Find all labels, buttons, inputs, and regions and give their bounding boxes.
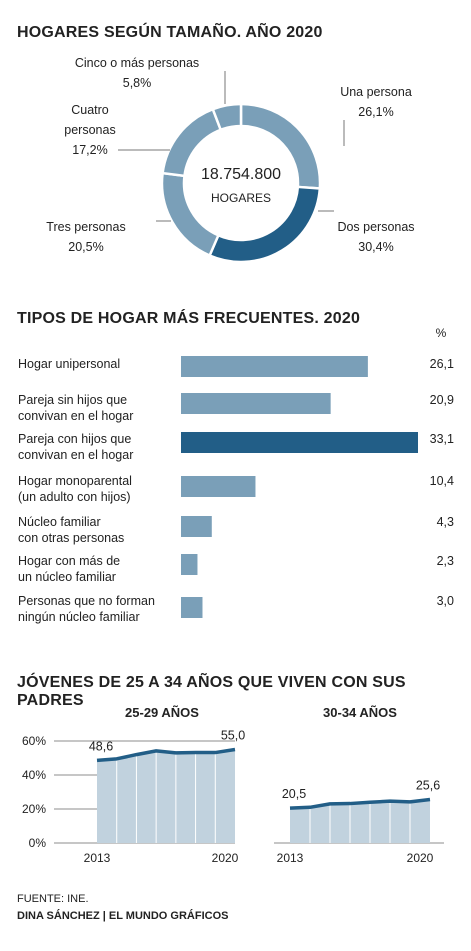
bar-value-3: 33,1	[430, 432, 454, 446]
bar-unit-label: %	[436, 326, 447, 340]
y-tick-2: 20%	[22, 802, 46, 816]
donut-label-4: Cuatro personas 17,2%	[64, 103, 115, 157]
donut-label-2: Dos personas 30,4%	[337, 220, 414, 254]
bar-value-5: 4,3	[437, 515, 454, 529]
area2-area	[290, 799, 430, 843]
bar-5	[181, 516, 212, 537]
bar-category-6: Hogar con más de un núcleo familiar	[18, 554, 120, 584]
bar-category-3: Pareja con hijos que convivan en el hogar	[18, 432, 133, 462]
bar-value-7: 3,0	[437, 594, 454, 608]
donut-title: HOGARES SEGÚN TAMAÑO. AÑO 2020	[17, 24, 323, 41]
donut-slice-3	[160, 171, 221, 258]
bar-category-5: Núcleo familiar con otras personas	[18, 515, 124, 545]
bar-4	[181, 476, 256, 497]
bar-3	[181, 432, 418, 453]
donut-label-1: Una persona 26,1%	[340, 85, 412, 119]
area-chart-30-34: 30-34 AÑOS 20,5 25,6 2013 2020	[274, 705, 444, 865]
area2-line	[289, 797, 431, 810]
y-tick-1: 0%	[29, 836, 47, 850]
area2-start-label: 20,5	[282, 787, 306, 801]
area1-x-start: 2013	[84, 851, 111, 865]
area1-start-label: 48,6	[89, 739, 113, 753]
bar-1	[181, 356, 368, 377]
bar-6	[181, 554, 198, 575]
credit-line: DINA SÁNCHEZ | EL MUNDO GRÁFICOS	[17, 910, 229, 922]
area2-title: 30-34 AÑOS	[323, 705, 397, 720]
bar-category-4: Hogar monoparental (un adulto con hijos)	[18, 474, 132, 504]
area1-title: 25-29 AÑOS	[125, 705, 199, 720]
area2-x-end: 2020	[407, 851, 434, 865]
bar-title: TIPOS DE HOGAR MÁS FRECUENTES. 2020	[17, 310, 361, 327]
bar-value-4: 10,4	[430, 474, 454, 488]
bar-chart: % Hogar unipersonal 26,1 Pareja sin hijos q…	[18, 326, 454, 624]
bar-value-6: 2,3	[437, 554, 454, 568]
bar-value-2: 20,9	[430, 393, 454, 407]
area1-area	[97, 749, 235, 843]
area-chart-25-29: 25-29 AÑOS 0% 20% 40% 60% 48,6 55,0 2013 2020	[22, 705, 245, 865]
area1-line	[96, 747, 236, 763]
donut-total: 18.754.800	[201, 166, 281, 183]
bar-category-2: Pareja sin hijos que convivan en el hogar	[18, 393, 133, 423]
bar-7	[181, 597, 203, 618]
donut-slice-5	[211, 102, 243, 132]
area1-end-label: 55,0	[221, 729, 245, 743]
y-tick-4: 60%	[22, 734, 46, 748]
trend-title: JÓVENES DE 25 A 34 AÑOS QUE VIVEN CON SU…	[17, 674, 406, 709]
bar-category-1: Hogar unipersonal	[18, 357, 120, 371]
area2-end-label: 25,6	[416, 778, 440, 792]
donut-label-5: Cinco o más personas 5,8%	[75, 56, 199, 90]
area2-x-start: 2013	[277, 851, 304, 865]
bar-2	[181, 393, 331, 414]
bar-category-7: Personas que no forman ningún núcleo fami…	[18, 594, 155, 624]
donut-label-3: Tres personas 20,5%	[46, 220, 125, 254]
y-tick-3: 40%	[22, 768, 46, 782]
bar-value-1: 26,1	[430, 357, 454, 371]
area1-x-end: 2020	[212, 851, 239, 865]
donut-center-label: HOGARES	[211, 191, 271, 205]
source-note: FUENTE: INE.	[17, 893, 89, 905]
donut-chart: Una persona 26,1% Dos personas 30,4% Tres pe…	[46, 56, 415, 264]
